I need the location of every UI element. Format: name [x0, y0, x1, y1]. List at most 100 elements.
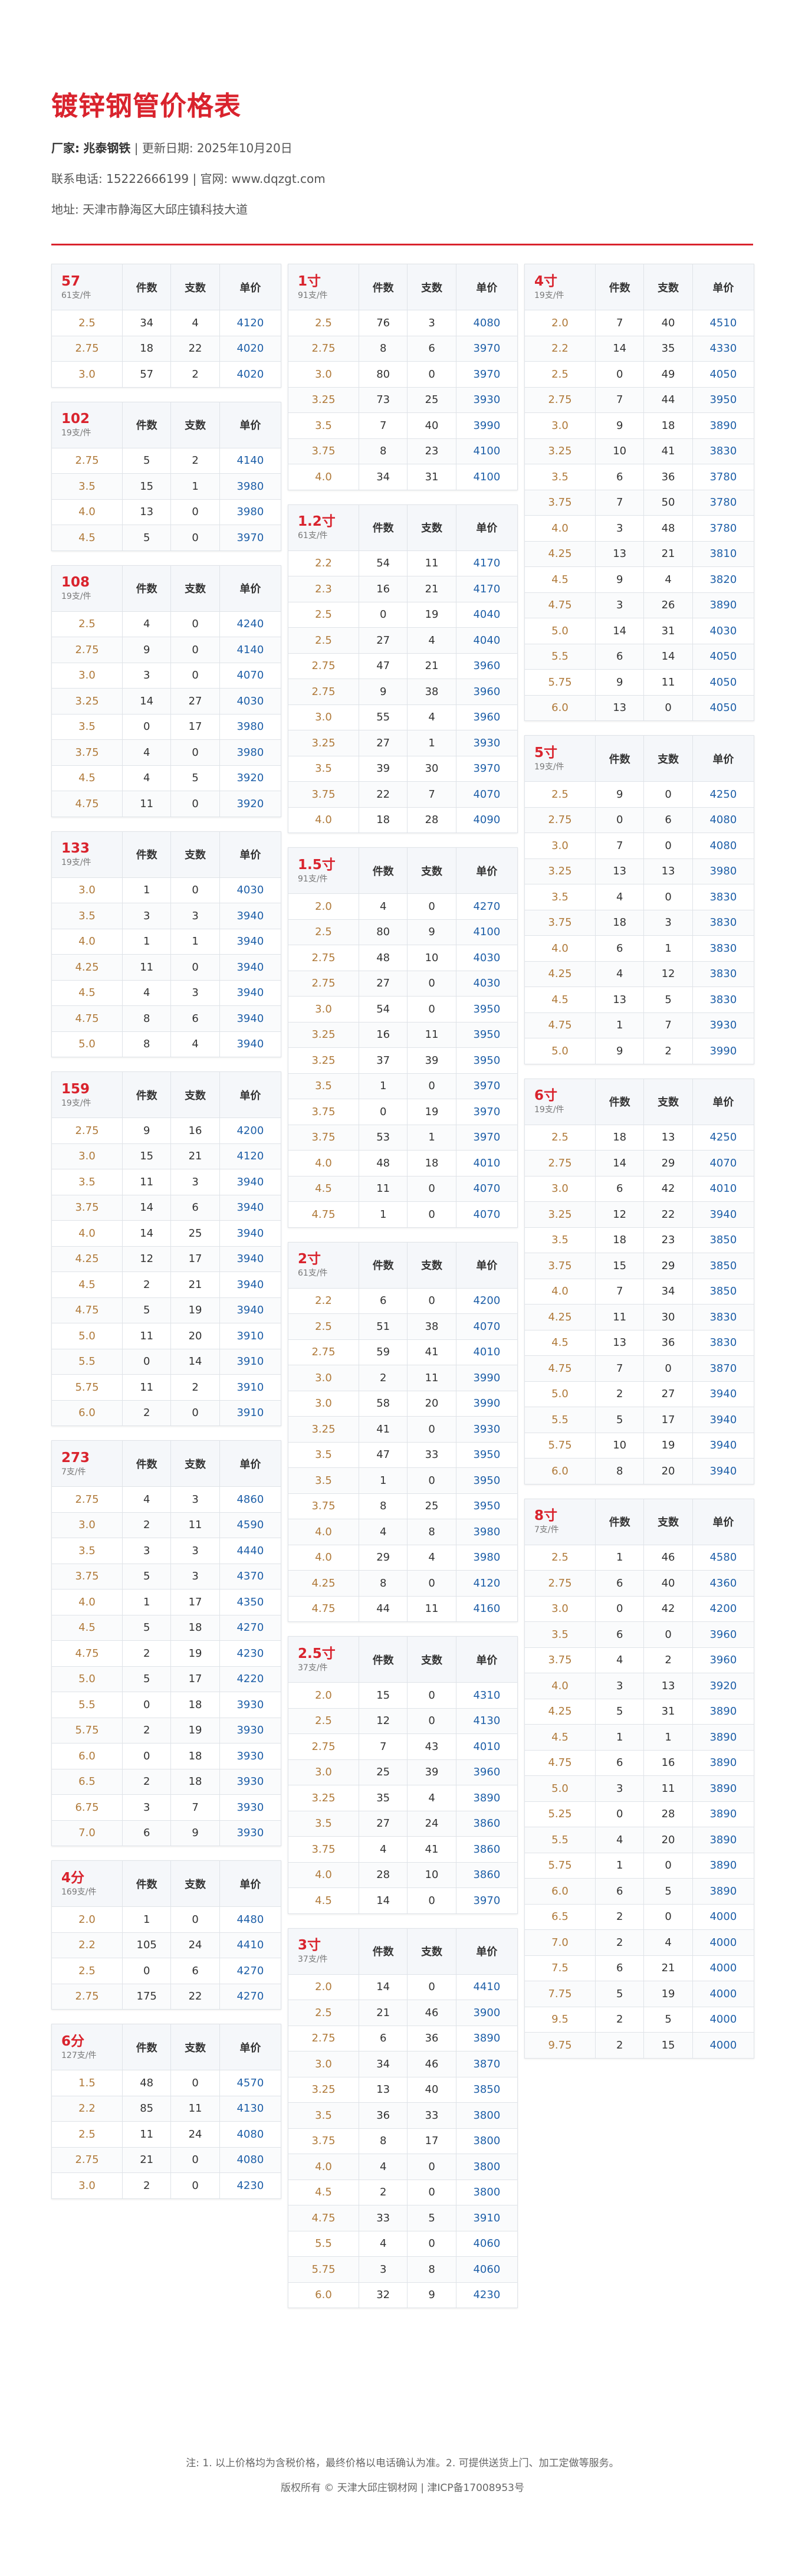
cell-price: 4170 [455, 550, 518, 576]
price-table: 273 7支/件 件数 支数 单价 2.75 4 3 4860 3.0 2 11 4590 3.5 3 3 44… [51, 1440, 282, 1846]
column-header-pieces: 支数 [407, 1636, 456, 1683]
spec-name: 102 [61, 411, 90, 427]
cell-size: 2.5 [51, 611, 123, 637]
spec-header: 1.5寸 91支/件 [288, 847, 359, 894]
table-row: 5.0 3 11 3890 [524, 1775, 755, 1802]
cell-size: 6.0 [288, 2282, 359, 2308]
site-link[interactable]: www.dqzgt.com [231, 172, 326, 186]
cell-count: 25 [358, 1759, 408, 1785]
cell-price: 3780 [692, 515, 755, 542]
table-row: 3.0 1 0 4030 [51, 877, 282, 903]
cell-size: 2.75 [51, 2146, 123, 2173]
table-row: 2.5 0 19 4040 [288, 601, 518, 628]
cell-size: 2.5 [288, 627, 359, 654]
cell-pieces: 28 [643, 1801, 693, 1827]
table-header-row: 159 19支/件 件数 支数 单价 [51, 1071, 282, 1118]
cell-price: 3940 [219, 1246, 282, 1272]
cell-pieces: 9 [407, 919, 456, 945]
column-header-price: 单价 [692, 1498, 755, 1545]
cell-count: 34 [358, 464, 408, 490]
spec-name: 2寸 [298, 1251, 321, 1267]
cell-price: 4590 [219, 1512, 282, 1538]
table-row: 6.5 2 18 3930 [51, 1768, 282, 1795]
table-row: 5.5 4 0 4060 [288, 2230, 518, 2257]
cell-size: 3.25 [288, 1785, 359, 1811]
cell-size: 3.0 [288, 996, 359, 1022]
cell-count: 10 [594, 438, 645, 464]
cell-pieces: 10 [407, 1861, 456, 1888]
table-row: 4.5 5 18 4270 [51, 1614, 282, 1641]
cell-price: 3940 [219, 1005, 282, 1032]
cell-count: 32 [358, 2282, 408, 2308]
cell-size: 3.0 [288, 361, 359, 388]
cell-price: 4200 [219, 1117, 282, 1144]
cell-price: 3990 [455, 1390, 518, 1417]
cell-count: 2 [121, 1640, 172, 1667]
phone-number[interactable]: 15222666199 [106, 172, 189, 186]
cell-count: 7 [358, 412, 408, 439]
table-row: 6.0 0 18 3930 [51, 1743, 282, 1769]
cell-pieces: 1 [407, 730, 456, 756]
cell-pieces: 6 [407, 335, 456, 362]
meta-line-contact: 联系电话: 15222666199 | 官网: www.dqzgt.com [51, 170, 753, 188]
cell-size: 2.75 [288, 945, 359, 971]
table-row: 3.75 53 1 3970 [288, 1124, 518, 1151]
cell-count: 2 [121, 2172, 172, 2199]
cell-pieces: 17 [170, 713, 220, 740]
table-row: 3.25 37 39 3950 [288, 1047, 518, 1074]
cell-size: 3.0 [288, 704, 359, 730]
cell-size: 4.5 [288, 1887, 359, 1914]
cell-count: 4 [594, 884, 645, 910]
column-header-price: 单价 [455, 1636, 518, 1683]
column-header-pieces: 支数 [407, 1241, 456, 1289]
cell-size: 3.25 [288, 730, 359, 756]
cell-count: 6 [121, 1820, 172, 1846]
cell-size: 3.5 [288, 1467, 359, 1494]
table-row: 4.25 12 17 3940 [51, 1246, 282, 1272]
table-row: 3.0 15 21 4120 [51, 1143, 282, 1169]
price-table: 102 19支/件 件数 支数 单价 2.75 5 2 4140 3.5 15 1 3980 4.0 13 0… [51, 401, 282, 551]
table-row: 3.0 2 11 3990 [288, 1365, 518, 1391]
cell-price: 3920 [219, 765, 282, 791]
page-header: 镀锌钢管价格表 厂家: 兆泰钢铁 | 更新日期: 2025年10月20日 联系电… [51, 89, 753, 218]
cell-size: 4.75 [51, 1640, 123, 1667]
column-header-pieces: 支数 [407, 264, 456, 310]
cell-size: 3.5 [524, 464, 596, 490]
column-header-price: 单价 [219, 2024, 282, 2070]
cell-size: 4.75 [524, 1012, 596, 1038]
update-date: 2025年10月20日 [196, 141, 293, 155]
price-table: 108 19支/件 件数 支数 单价 2.5 4 0 4240 2.75 9 0 4140 3.0 3 0 40… [51, 565, 282, 817]
table-row: 3.75 4 41 3860 [288, 1836, 518, 1863]
cell-count: 4 [358, 1836, 408, 1863]
table-row: 3.75 22 7 4070 [288, 781, 518, 808]
cell-pieces: 4 [643, 566, 693, 593]
price-table: 2寸 61支/件 件数 支数 单价 2.2 6 0 4200 2.5 51 38 4070 2.75 59 4… [288, 1241, 518, 1623]
table-row: 2.5 21 46 3900 [288, 2000, 518, 2026]
cell-pieces: 5 [407, 2205, 456, 2231]
table-row: 2.75 18 22 4020 [51, 335, 282, 362]
cell-pieces: 18 [170, 1692, 220, 1718]
table-row: 5.5 4 20 3890 [524, 1827, 755, 1853]
cell-price: 3940 [219, 954, 282, 981]
cell-pieces: 4 [170, 1031, 220, 1057]
table-row: 2.0 14 0 4410 [288, 1974, 518, 2000]
cell-pieces: 2 [643, 1038, 693, 1064]
cell-pieces: 18 [407, 1150, 456, 1176]
cell-count: 5 [594, 1698, 645, 1725]
cell-pieces: 0 [407, 2154, 456, 2180]
table-row: 3.75 14 6 3940 [51, 1194, 282, 1221]
cell-size: 6.0 [524, 694, 596, 721]
cell-pieces: 16 [170, 1117, 220, 1144]
table-row: 7.75 5 19 4000 [524, 1981, 755, 2007]
cell-size: 3.75 [288, 1493, 359, 1519]
cell-pieces: 17 [170, 1246, 220, 1272]
cell-size: 4.75 [288, 1201, 359, 1228]
cell-size: 3.5 [51, 903, 123, 929]
cell-price: 3800 [455, 2128, 518, 2154]
cell-pieces: 21 [407, 653, 456, 679]
table-row: 4.5 1 1 3890 [524, 1724, 755, 1751]
cell-size: 4.0 [51, 499, 123, 525]
table-header-row: 273 7支/件 件数 支数 单价 [51, 1440, 282, 1487]
cell-count: 5 [121, 447, 172, 474]
cell-price: 3850 [692, 1253, 755, 1279]
